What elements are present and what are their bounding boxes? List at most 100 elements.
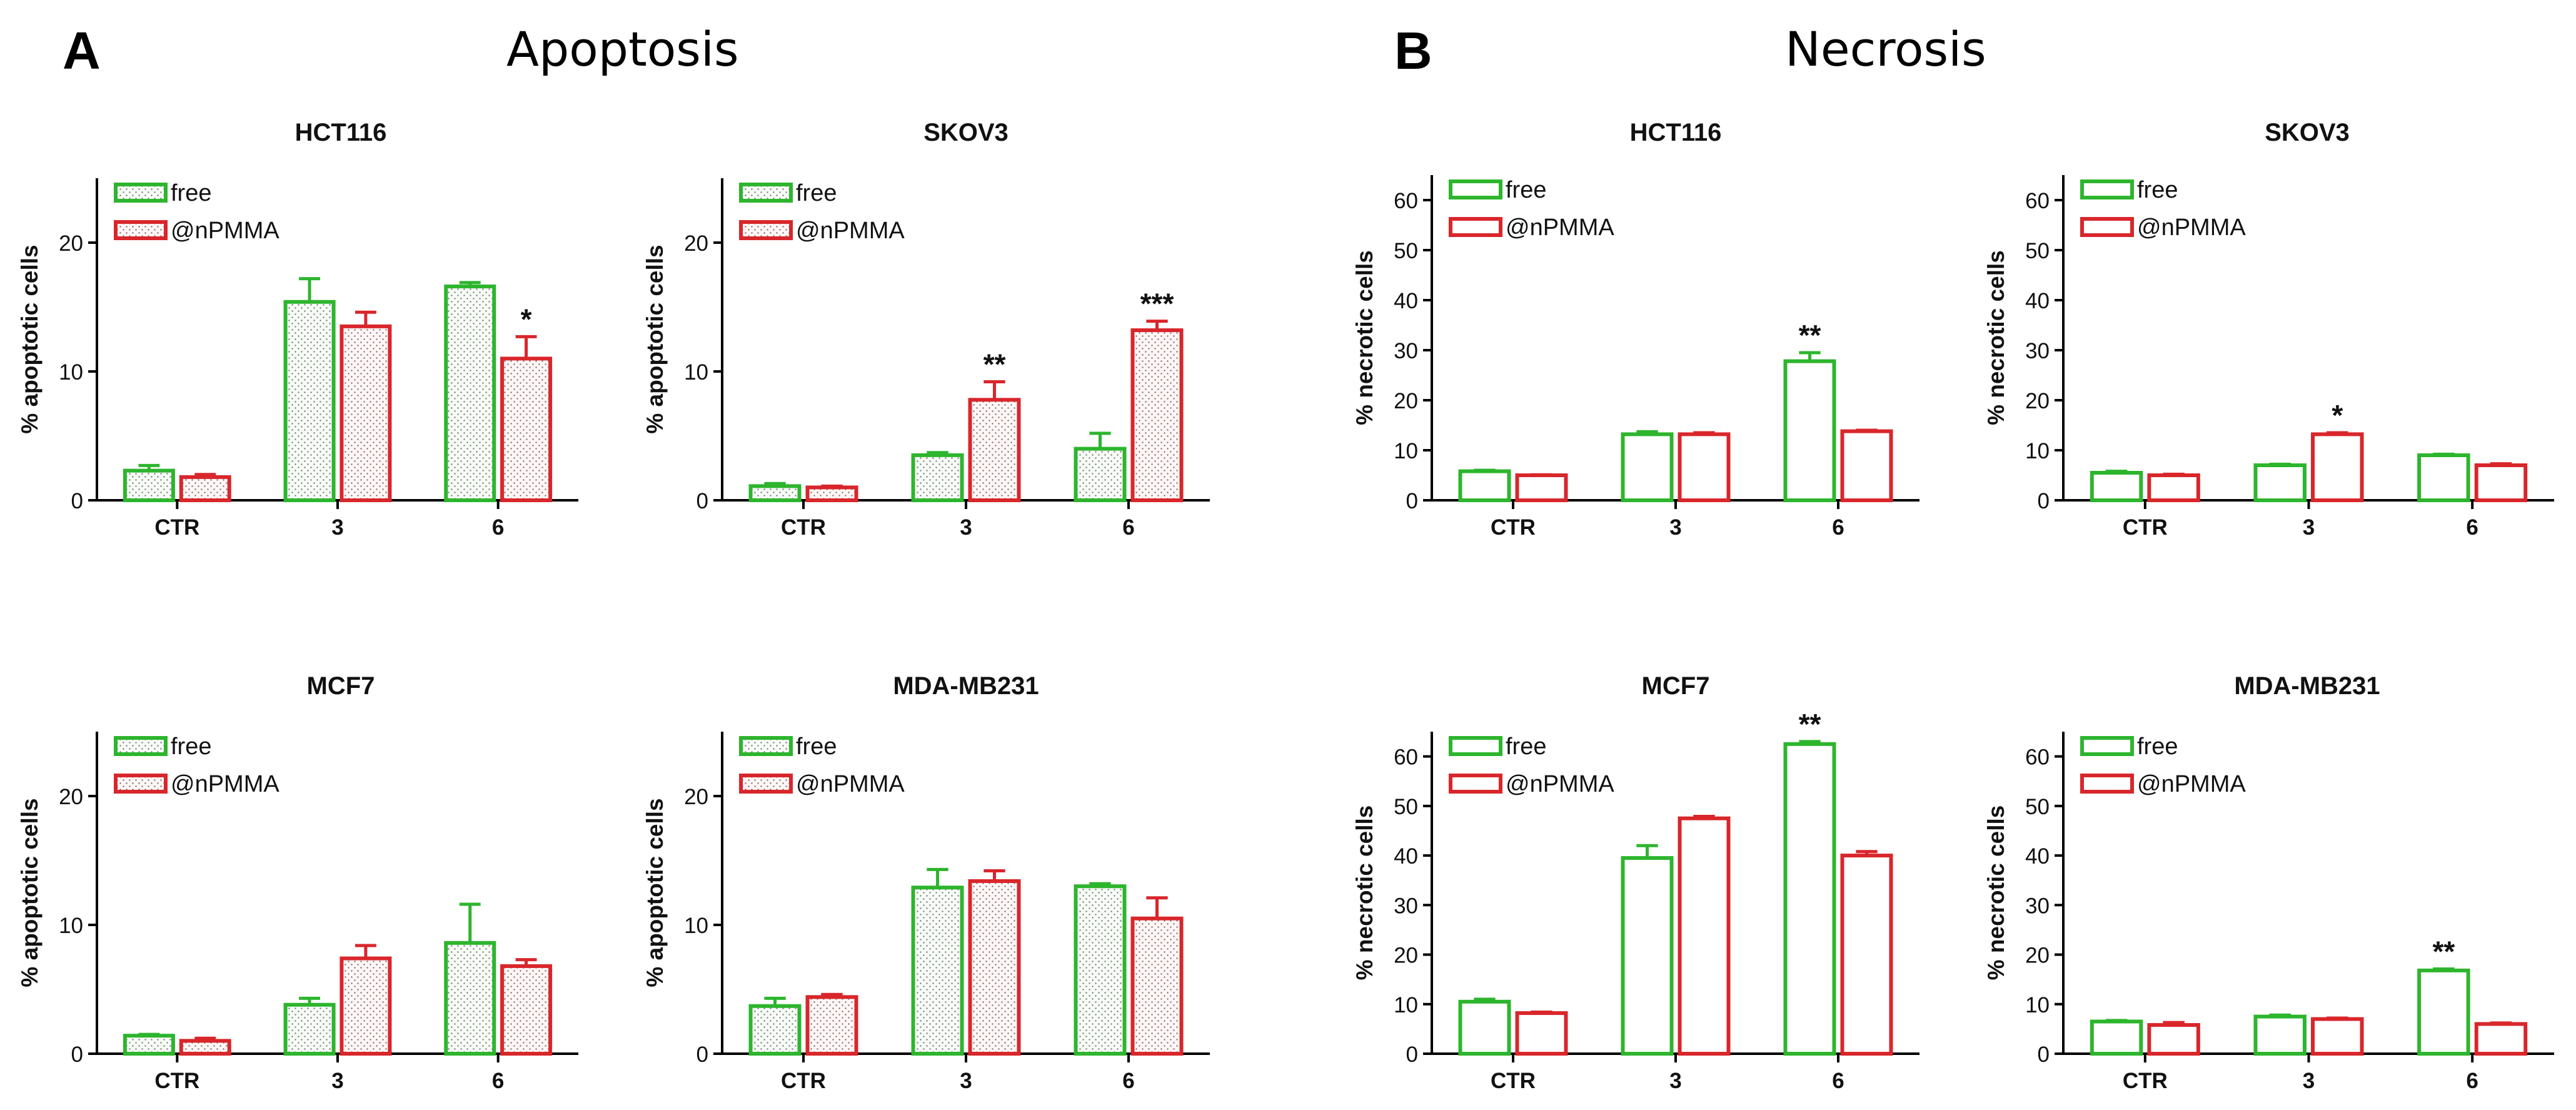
bar bbox=[911, 453, 964, 503]
legend-label: @nPMMA bbox=[2137, 771, 2246, 797]
y-tick-label: 10 bbox=[59, 914, 83, 938]
legend-label: free bbox=[1506, 734, 1546, 760]
legend-swatch bbox=[1449, 217, 1502, 237]
chart-7: MDA-MB231 0 10 20 30 40 50 60 % necrotic cells CT… bbox=[1983, 672, 2554, 1093]
legend-label: free bbox=[796, 734, 837, 760]
bar bbox=[123, 1034, 175, 1056]
bar bbox=[2474, 1022, 2528, 1056]
y-tick-label: 40 bbox=[1394, 844, 1418, 869]
y-tick-label: 20 bbox=[59, 785, 83, 809]
y-tick-label: 0 bbox=[71, 489, 83, 513]
legend-label: @nPMMA bbox=[1506, 214, 1614, 241]
y-tick-label: 0 bbox=[1406, 1042, 1418, 1067]
x-tick-label: CTR bbox=[2123, 1069, 2168, 1093]
x-tick-label: 6 bbox=[492, 515, 504, 540]
legend-swatch bbox=[1449, 774, 1502, 794]
x-tick-label: 3 bbox=[960, 1069, 972, 1093]
bar bbox=[1840, 429, 1893, 502]
bar bbox=[748, 1004, 802, 1056]
y-tick-label: 60 bbox=[1394, 745, 1418, 770]
chart-title: MCF7 bbox=[1642, 672, 1710, 700]
bar bbox=[805, 995, 858, 1056]
significance-marker: ** bbox=[1799, 708, 1821, 740]
chart-title: HCT116 bbox=[1630, 119, 1722, 146]
x-tick-label: 3 bbox=[1669, 1069, 1681, 1093]
y-tick-label: 20 bbox=[2025, 389, 2050, 413]
chart-title: HCT116 bbox=[295, 119, 387, 146]
significance-marker: ** bbox=[1799, 319, 1821, 351]
y-tick-label: 30 bbox=[2025, 894, 2050, 918]
significance-marker: * bbox=[2332, 399, 2343, 431]
y-axis-label: % necrotic cells bbox=[1983, 250, 2009, 425]
x-tick-label: 3 bbox=[1669, 515, 1681, 540]
y-axis-label: % apoptotic cells bbox=[642, 245, 668, 433]
bar bbox=[805, 485, 858, 503]
chart-3: MDA-MB231 0 10 20 % apoptotic cells CTR 3 6 free… bbox=[642, 672, 1210, 1093]
x-tick-label: 6 bbox=[2466, 1069, 2478, 1093]
chart-4: HCT116 0 10 20 30 40 50 60 % necrotic cells CTR 3 6… bbox=[1352, 119, 1919, 540]
y-tick-label: 60 bbox=[1394, 189, 1418, 213]
legend-swatch bbox=[739, 220, 793, 240]
legend-label: free bbox=[171, 734, 211, 760]
bar bbox=[500, 964, 553, 1056]
y-tick-label: 40 bbox=[2025, 289, 2050, 313]
y-axis-label: % apoptotic cells bbox=[17, 245, 43, 433]
chart-title: SKOV3 bbox=[2265, 119, 2350, 146]
legend-swatch bbox=[114, 183, 168, 203]
legend-swatch bbox=[114, 774, 168, 794]
x-tick-label: CTR bbox=[154, 515, 199, 540]
chart-2: MCF7 0 10 20 % apoptotic cells CTR 3 6 free @nPMM… bbox=[17, 672, 578, 1093]
bar bbox=[968, 879, 1021, 1056]
legend-swatch bbox=[2080, 774, 2134, 794]
y-tick-label: 0 bbox=[1406, 489, 1418, 513]
y-axis-label: % necrotic cells bbox=[1352, 250, 1377, 425]
legend-swatch bbox=[739, 183, 793, 203]
x-tick-label: CTR bbox=[2123, 515, 2168, 540]
y-tick-label: 20 bbox=[684, 785, 708, 809]
legend-label: @nPMMA bbox=[2137, 214, 2246, 241]
bar bbox=[2147, 1023, 2200, 1056]
bar bbox=[2253, 1014, 2307, 1056]
panel-a-letter: A bbox=[63, 21, 101, 80]
chart-6: MCF7 0 10 20 30 40 50 60 % necrotic cells CTR 3 6 **… bbox=[1352, 672, 1919, 1093]
y-tick-label: 40 bbox=[1394, 289, 1418, 313]
legend-swatch bbox=[2080, 217, 2134, 237]
x-tick-label: 3 bbox=[331, 515, 343, 540]
bar bbox=[1458, 469, 1511, 502]
x-tick-label: 3 bbox=[2303, 515, 2315, 540]
legend-label: free bbox=[1506, 177, 1546, 203]
bar bbox=[179, 475, 231, 502]
x-tick-label: 6 bbox=[1122, 1069, 1134, 1093]
legend-label: @nPMMA bbox=[1506, 771, 1614, 797]
bar bbox=[2147, 473, 2200, 502]
bar bbox=[123, 468, 175, 502]
chart-0: HCT116 0 10 20 % apoptotic cells CTR 3 6 * free @n… bbox=[17, 119, 578, 540]
y-tick-label: 20 bbox=[1394, 944, 1418, 968]
chart-title: MDA-MB231 bbox=[2234, 672, 2380, 700]
bar bbox=[1678, 432, 1731, 503]
x-tick-label: 6 bbox=[492, 1069, 504, 1093]
bar bbox=[500, 356, 553, 503]
bar bbox=[283, 1002, 336, 1056]
y-tick-label: 50 bbox=[2025, 795, 2050, 819]
legend-label: @nPMMA bbox=[796, 771, 905, 797]
y-tick-label: 40 bbox=[2025, 844, 2050, 869]
bar bbox=[911, 885, 964, 1056]
y-tick-label: 30 bbox=[1394, 339, 1418, 363]
charts-group: HCT116 0 10 20 % apoptotic cells CTR 3 6 * free @n… bbox=[17, 119, 2554, 1093]
bar bbox=[2311, 432, 2364, 503]
bar bbox=[968, 398, 1021, 502]
x-tick-label: 6 bbox=[2466, 515, 2478, 540]
bar bbox=[1783, 359, 1836, 502]
bar bbox=[1515, 1011, 1568, 1056]
significance-marker: *** bbox=[1140, 288, 1174, 320]
bar bbox=[340, 956, 392, 1056]
x-tick-label: 3 bbox=[2303, 1069, 2315, 1093]
bar bbox=[2090, 471, 2143, 502]
y-tick-label: 10 bbox=[1394, 993, 1418, 1017]
x-tick-label: CTR bbox=[154, 1069, 199, 1093]
bar bbox=[2090, 1019, 2143, 1056]
x-tick-label: 3 bbox=[331, 1069, 343, 1093]
